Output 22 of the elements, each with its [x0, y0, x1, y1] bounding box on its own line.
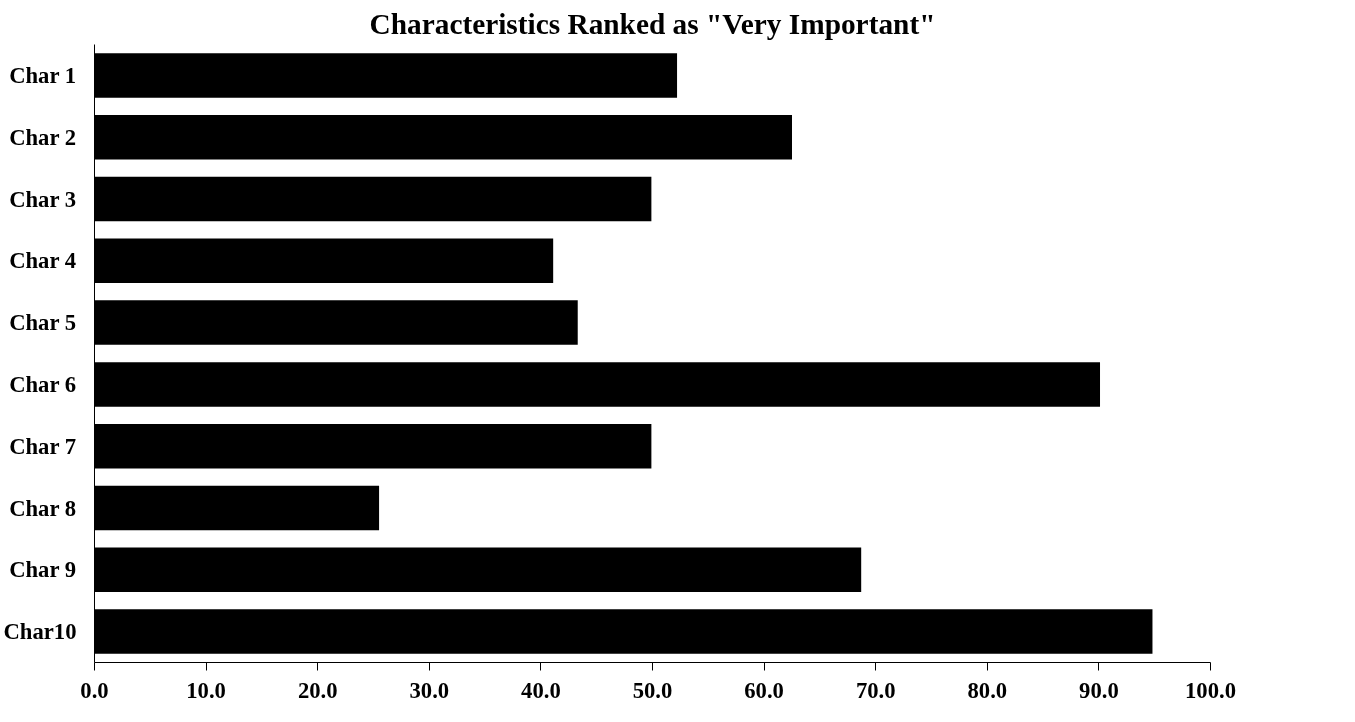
x-tick-label: 10.0 [186, 677, 226, 703]
x-tick-label: 80.0 [967, 677, 1008, 703]
y-tick-label: Char 7 [9, 433, 77, 459]
y-tick-label: Char 6 [9, 371, 77, 397]
y-tick-label: Char 5 [9, 310, 77, 336]
x-tick-label: 60.0 [744, 677, 784, 703]
y-tick-label: Char 2 [9, 124, 77, 150]
y-tick-label: Char 4 [9, 248, 77, 274]
x-tick-label: 0.0 [80, 677, 109, 703]
y-tick-label: Char10 [3, 619, 77, 645]
x-tick-label: 40.0 [521, 677, 561, 703]
y-tick-label: Char 1 [9, 62, 77, 88]
x-tick-label: 100.0 [1185, 677, 1236, 703]
x-tick-label: 30.0 [409, 677, 450, 703]
x-tick-label: 70.0 [855, 677, 896, 703]
x-tick-label: 90.0 [1079, 677, 1119, 703]
x-tick-label: 20.0 [297, 677, 338, 703]
x-tick-label: 50.0 [632, 677, 673, 703]
y-tick-label: Char 8 [9, 495, 77, 521]
y-tick-label: Char 9 [9, 557, 77, 583]
chart-title: Characteristics Ranked as "Very Important" [369, 7, 936, 40]
y-tick-label: Char 3 [9, 186, 77, 212]
